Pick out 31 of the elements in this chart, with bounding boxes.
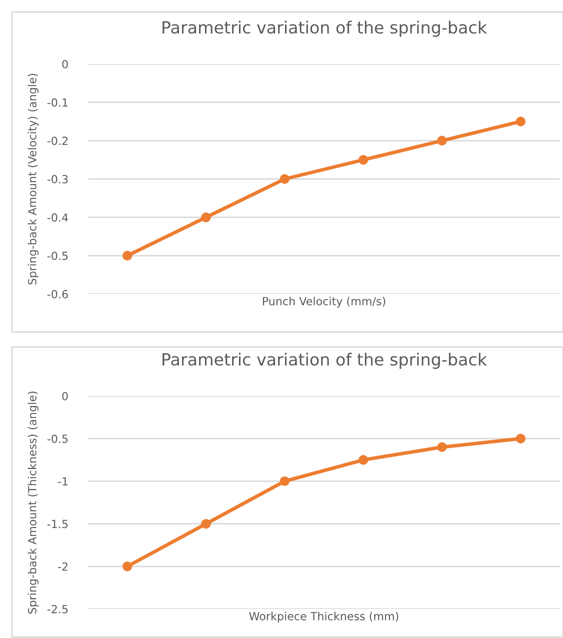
point: [437, 442, 447, 452]
y-axis-title: Spring-back Amount (Velocity) (angle): [28, 74, 39, 284]
point: [122, 250, 132, 261]
x-axis-title: Workpiece Thickness (mm): [249, 612, 398, 623]
point: [437, 136, 447, 146]
point: [280, 476, 290, 486]
y-tick-label: -0.3: [47, 174, 68, 184]
y-tick-label: 0: [62, 60, 68, 68]
point: [280, 174, 290, 184]
y-tick-label: -2: [58, 562, 68, 571]
y-tick-label: -0.5: [47, 434, 68, 443]
y-tick-label: -0.4: [47, 213, 68, 222]
point: [122, 562, 132, 572]
y-tick-label: 0: [62, 392, 68, 400]
point: [358, 154, 368, 165]
y-tick-label: -0.1: [47, 98, 68, 107]
point: [516, 116, 526, 126]
point: [201, 518, 211, 529]
y-tick-label: -0.6: [47, 290, 68, 298]
y-tick-label: -2.5: [47, 604, 68, 614]
y-tick-label: -1.5: [47, 520, 68, 528]
point: [516, 434, 526, 444]
y-tick-label: -0.2: [47, 136, 68, 146]
y-tick-label: -0.5: [47, 252, 68, 260]
chart-title: Parametric variation of the spring-back: [162, 20, 487, 37]
x-axis-title: Punch Velocity (mm/s): [262, 296, 386, 308]
point: [358, 455, 368, 465]
y-axis-title: Spring-back Amount (Thickness) (angle): [28, 392, 39, 614]
y-tick-label: -1: [58, 477, 68, 486]
point: [201, 212, 211, 222]
chart-title: Parametric variation of the spring-back: [162, 352, 487, 369]
